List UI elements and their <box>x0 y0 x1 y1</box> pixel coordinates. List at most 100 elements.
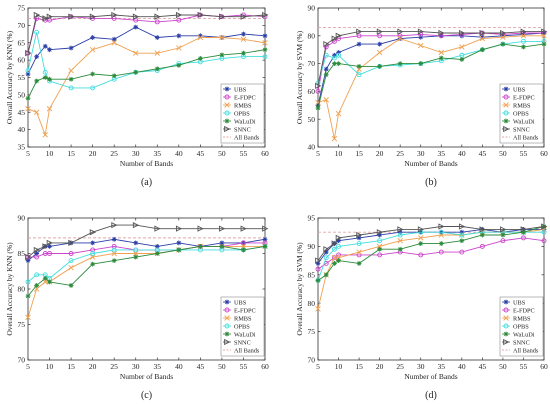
legend-marker <box>503 307 509 313</box>
series-rmbs <box>315 33 547 142</box>
data-point <box>68 13 75 20</box>
data-point <box>418 252 424 258</box>
data-point <box>68 85 74 91</box>
data-point <box>111 36 117 42</box>
data-point <box>479 29 486 37</box>
y-tick-label: 45 <box>18 108 26 117</box>
series-snnc <box>25 11 269 57</box>
data-point <box>397 229 403 235</box>
series-waludi <box>25 244 268 299</box>
legend-marker <box>224 102 230 108</box>
data-point <box>47 47 52 53</box>
legend-label: WaLuDi <box>513 331 535 338</box>
data-point <box>197 225 204 232</box>
legend-marker <box>224 86 230 92</box>
legend-marker <box>503 110 509 116</box>
legend-marker <box>224 94 230 100</box>
data-point <box>541 238 547 244</box>
data-point <box>34 54 40 60</box>
x-tick-label: 30 <box>417 362 425 371</box>
legend-marker <box>224 315 230 321</box>
data-point <box>438 49 444 56</box>
data-point <box>47 244 52 249</box>
x-tick-label: 45 <box>197 362 205 371</box>
x-tick-label: 20 <box>89 149 97 158</box>
y-tick-label: 85 <box>308 270 316 279</box>
data-point <box>336 252 341 258</box>
data-point <box>458 29 466 37</box>
x-tick-label: 60 <box>540 149 548 158</box>
y-tick-label: 40 <box>308 143 316 152</box>
data-point <box>459 249 465 255</box>
y-tick-label: 75 <box>308 327 316 336</box>
legend-marker <box>224 118 230 124</box>
data-point <box>541 223 548 230</box>
legend-label: UBS <box>513 86 526 93</box>
data-point <box>154 35 160 40</box>
x-tick-label: 55 <box>520 362 528 371</box>
x-tick-label: 35 <box>154 362 162 371</box>
data-point <box>331 55 337 61</box>
data-point <box>89 13 97 20</box>
data-point <box>438 29 445 37</box>
data-point <box>34 78 40 84</box>
data-point <box>176 33 182 39</box>
series-line <box>27 37 266 137</box>
data-point <box>262 244 268 249</box>
data-point <box>68 251 74 256</box>
legend-marker <box>503 86 509 92</box>
data-point <box>323 246 330 253</box>
data-point <box>34 254 40 260</box>
data-point <box>397 226 404 233</box>
data-point <box>262 11 269 19</box>
x-tick-label: 55 <box>240 149 248 158</box>
x-tick-label: 15 <box>67 362 75 371</box>
data-point <box>175 225 183 232</box>
data-point <box>500 33 506 39</box>
y-tick-label: 70 <box>308 59 316 68</box>
data-point <box>315 266 321 272</box>
data-point <box>89 229 97 236</box>
data-point <box>397 35 403 42</box>
legend-entry-ubs: UBS <box>223 86 247 93</box>
data-point <box>315 102 321 108</box>
data-point <box>479 226 486 233</box>
legend-entry-waludi: WaLuDi <box>223 118 256 125</box>
data-point <box>132 221 140 229</box>
data-point <box>459 57 465 62</box>
x-tick-label: 30 <box>417 149 425 158</box>
legend-marker <box>503 323 509 329</box>
data-point <box>521 229 526 235</box>
y-tick-label: 95 <box>308 214 316 223</box>
data-point <box>479 243 485 249</box>
data-point <box>154 50 160 56</box>
data-point <box>219 240 225 246</box>
data-point <box>133 254 139 260</box>
x-tick-label: 15 <box>355 149 363 158</box>
data-point <box>376 28 384 35</box>
data-point <box>323 41 330 48</box>
data-point <box>458 223 466 230</box>
legend-entry-ubs: UBS <box>502 299 526 306</box>
data-point <box>418 34 424 40</box>
data-point <box>68 67 74 74</box>
legend-marker <box>503 102 509 108</box>
data-point <box>25 258 31 263</box>
data-point <box>68 258 74 264</box>
legend-label: WaLuDi <box>234 331 256 338</box>
chart-a: 5 10 15 20 25 30 35 40 45 50 55 60 35 40 45 50 55 60 65 70 7… <box>5 4 269 188</box>
legend-label: All Bands <box>513 134 539 141</box>
legend-label: All Bands <box>234 347 260 354</box>
data-point <box>315 88 321 94</box>
legend-marker <box>224 125 231 133</box>
legend-label: OPBS <box>234 110 250 117</box>
y-tick-label: 75 <box>18 320 26 329</box>
data-point <box>520 33 527 39</box>
data-point <box>331 135 338 142</box>
data-point <box>111 247 117 253</box>
x-tick-label: 5 <box>26 362 30 371</box>
legend-marker <box>503 315 509 321</box>
data-point <box>219 244 225 249</box>
data-point <box>377 246 383 252</box>
